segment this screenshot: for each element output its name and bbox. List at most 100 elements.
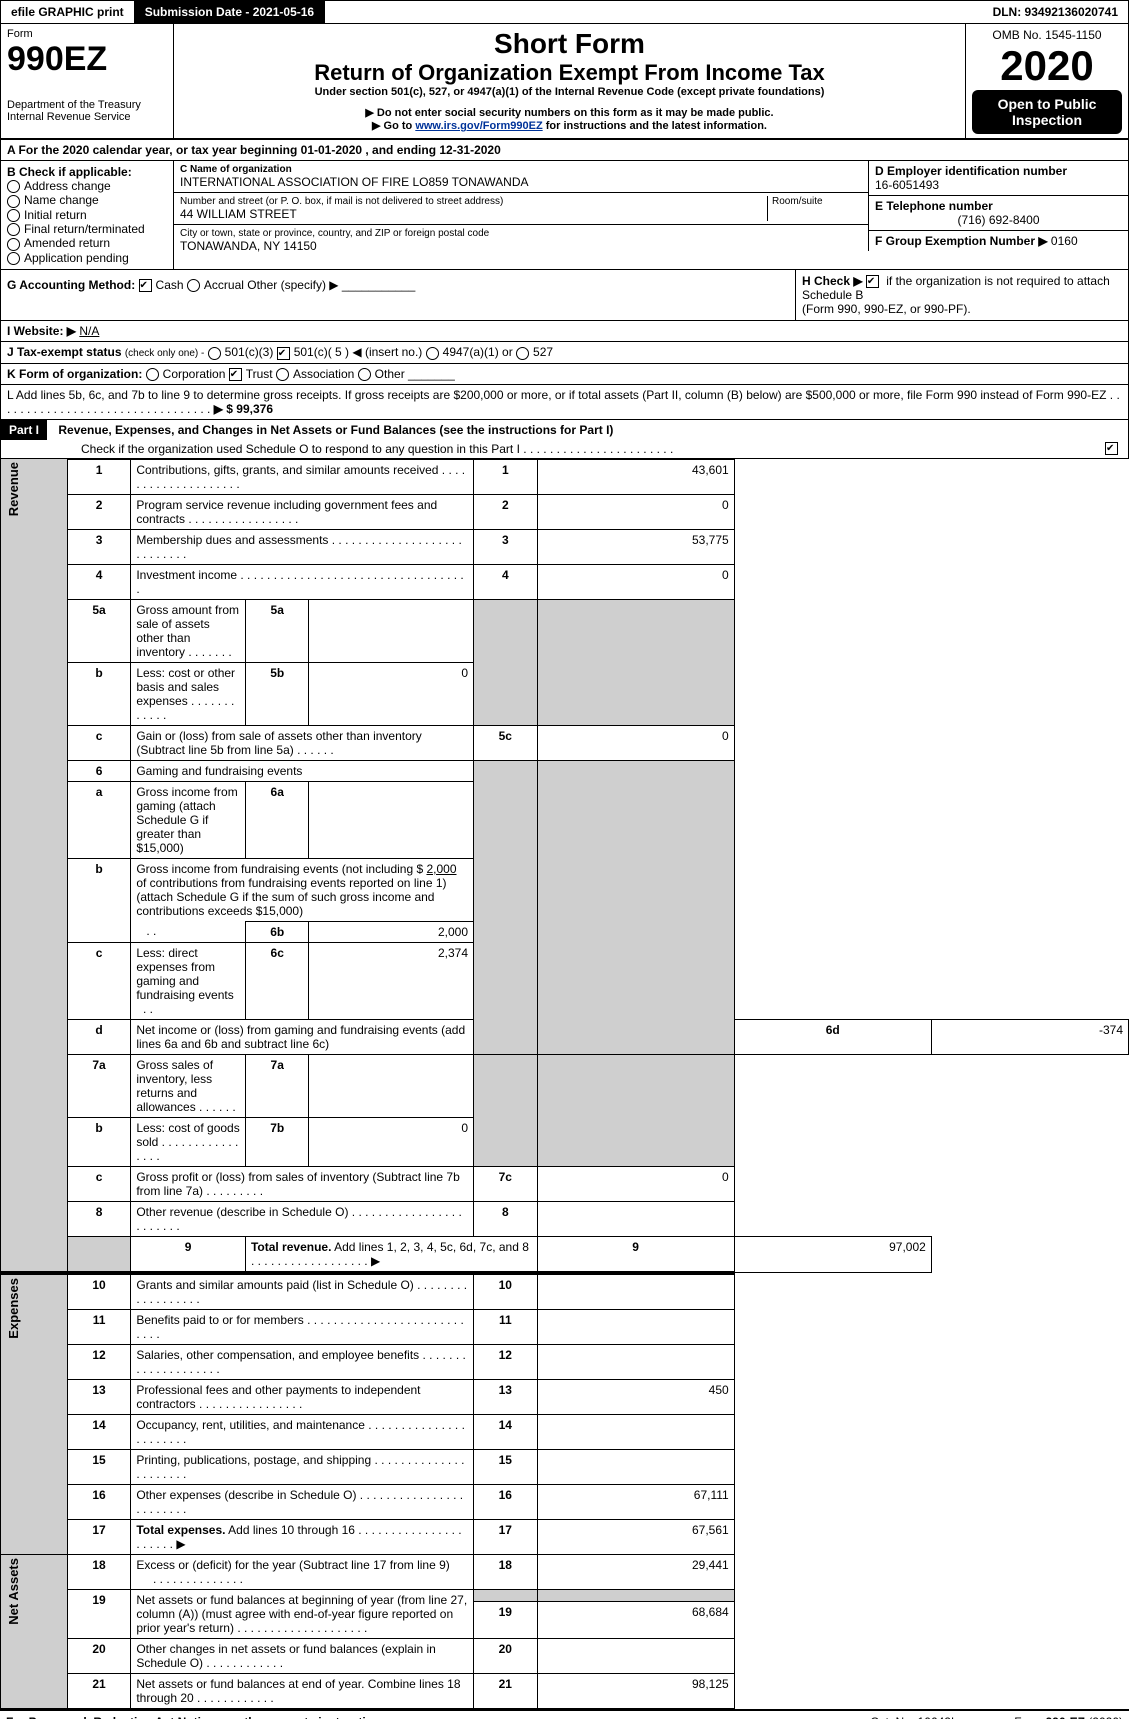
b-opt-3[interactable]: Final return/terminated	[7, 222, 167, 236]
l19-no: 19	[67, 1589, 131, 1638]
l6b-subval: 2,000	[309, 921, 474, 942]
g-accrual[interactable]: Accrual	[187, 278, 244, 292]
section-c: C Name of organization INTERNATIONAL ASS…	[174, 161, 868, 269]
subtitle-1: Under section 501(c), 527, or 4947(a)(1)…	[180, 86, 959, 98]
l11-col: 11	[474, 1309, 538, 1344]
k-o2[interactable]: Trust	[229, 367, 273, 381]
l4-col: 4	[474, 564, 538, 599]
room-label: Room/suite	[767, 196, 862, 221]
b-opt-1[interactable]: Name change	[7, 193, 167, 207]
l7a-sub: 7a	[245, 1054, 309, 1117]
l11-no: 11	[67, 1309, 131, 1344]
b-title: B Check if applicable:	[7, 165, 167, 179]
form-label: Form	[7, 28, 167, 40]
l2-col: 2	[474, 494, 538, 529]
part-1-table: Revenue 1 Contributions, gifts, grants, …	[0, 459, 1129, 1709]
g-cash[interactable]: Cash	[139, 278, 184, 292]
e-label: E Telephone number	[875, 199, 1122, 213]
l7b-no: b	[67, 1117, 131, 1166]
group-exemption-value: 0160	[1051, 234, 1078, 248]
netassets-label: Net Assets	[6, 1558, 21, 1625]
section-i: I Website: ▶ N/A	[0, 321, 1129, 342]
h-text3: (Form 990, 990-EZ, or 990-PF).	[802, 302, 971, 316]
l3-desc: Membership dues and assessments	[136, 533, 328, 547]
irs-link[interactable]: www.irs.gov/Form990EZ	[415, 120, 542, 132]
l6c-no: c	[67, 942, 131, 1019]
l7a-no: 7a	[67, 1054, 131, 1117]
l5b-sub: 5b	[245, 662, 309, 725]
l8-col: 8	[474, 1201, 538, 1236]
l5a-sub: 5a	[245, 599, 309, 662]
l14-col: 14	[474, 1414, 538, 1449]
c-label: C Name of organization	[180, 164, 862, 175]
l6b-no: b	[67, 858, 131, 942]
f-label: F Group Exemption Number ▶	[875, 234, 1048, 248]
l8-val	[537, 1201, 734, 1236]
k-o3[interactable]: Association	[276, 367, 354, 381]
l10-no: 10	[67, 1273, 131, 1310]
j-o2[interactable]: 501(c)( 5 ) ◀ (insert no.)	[277, 345, 423, 359]
l-amount: ▶ $ 99,376	[214, 402, 273, 416]
short-form-title: Short Form	[180, 28, 959, 60]
l7c-col: 7c	[474, 1166, 538, 1201]
header-right: OMB No. 1545-1150 2020 Open to Public In…	[966, 24, 1128, 138]
b-opt-5[interactable]: Application pending	[7, 251, 167, 265]
b-opt-4[interactable]: Amended return	[7, 236, 167, 250]
section-def: D Employer identification number 16-6051…	[868, 161, 1128, 269]
l18-col: 18	[474, 1554, 538, 1589]
l6d-col: 6d	[734, 1019, 931, 1054]
l12-no: 12	[67, 1344, 131, 1379]
k-label: K Form of organization:	[7, 367, 142, 381]
ein-value: 16-6051493	[875, 178, 1122, 192]
website-value: N/A	[79, 324, 99, 338]
l16-desc: Other expenses (describe in Schedule O)	[136, 1488, 356, 1502]
l7c-desc: Gross profit or (loss) from sales of inv…	[136, 1170, 459, 1198]
footer-left: For Paperwork Reduction Act Notice, see …	[6, 1715, 390, 1719]
l20-desc: Other changes in net assets or fund bala…	[136, 1642, 436, 1670]
l4-val: 0	[537, 564, 734, 599]
l9-no: 9	[131, 1236, 246, 1273]
l1-val: 43,601	[537, 459, 734, 494]
l6a-no: a	[67, 781, 131, 858]
l9-col: 9	[537, 1236, 734, 1273]
l10-val	[537, 1273, 734, 1310]
header-block: Form 990EZ Department of the Treasury In…	[0, 24, 1129, 140]
efile-print-button[interactable]: efile GRAPHIC print	[1, 1, 135, 23]
l6d-desc: Net income or (loss) from gaming and fun…	[136, 1023, 465, 1051]
subtitle-2: ▶ Do not enter social security numbers o…	[180, 106, 959, 119]
l1-desc: Contributions, gifts, grants, and simila…	[136, 463, 438, 477]
h-checkbox[interactable]	[866, 275, 879, 288]
l3-col: 3	[474, 529, 538, 564]
l10-desc: Grants and similar amounts paid (list in…	[136, 1278, 413, 1292]
b-opt-2[interactable]: Initial return	[7, 208, 167, 222]
l6b-desc1: Gross income from fundraising events (no…	[136, 862, 426, 876]
b-opt-0[interactable]: Address change	[7, 179, 167, 193]
l3-no: 3	[67, 529, 131, 564]
addr-label: Number and street (or P. O. box, if mail…	[180, 196, 767, 207]
part-1-checkbox[interactable]	[1105, 442, 1118, 455]
g-other[interactable]: Other (specify) ▶ ___________	[247, 278, 415, 292]
k-o4[interactable]: Other _______	[358, 367, 455, 381]
expenses-label: Expenses	[6, 1278, 21, 1339]
top-bar: efile GRAPHIC print Submission Date - 20…	[0, 0, 1129, 24]
l7a-subval	[309, 1054, 474, 1117]
submission-date-button[interactable]: Submission Date - 2021-05-16	[135, 1, 325, 23]
l21-val: 98,125	[537, 1673, 734, 1708]
l6c-desc: Less: direct expenses from gaming and fu…	[136, 946, 233, 1002]
j-label: J Tax-exempt status	[7, 345, 122, 359]
l8-no: 8	[67, 1201, 131, 1236]
d-label: D Employer identification number	[875, 164, 1122, 178]
sub3-prefix: ▶ Go to	[372, 120, 415, 132]
j-o1[interactable]: 501(c)(3)	[208, 345, 274, 359]
l7c-no: c	[67, 1166, 131, 1201]
org-city: TONAWANDA, NY 14150	[180, 239, 862, 253]
j-o4[interactable]: 527	[516, 345, 553, 359]
l15-no: 15	[67, 1449, 131, 1484]
l8-desc: Other revenue (describe in Schedule O)	[136, 1205, 348, 1219]
l16-no: 16	[67, 1484, 131, 1519]
section-g: G Accounting Method: Cash Accrual Other …	[1, 270, 795, 320]
j-o3[interactable]: 4947(a)(1) or	[426, 345, 513, 359]
k-o1[interactable]: Corporation	[146, 367, 226, 381]
l17-val: 67,561	[537, 1519, 734, 1554]
form-number: 990EZ	[7, 40, 167, 79]
